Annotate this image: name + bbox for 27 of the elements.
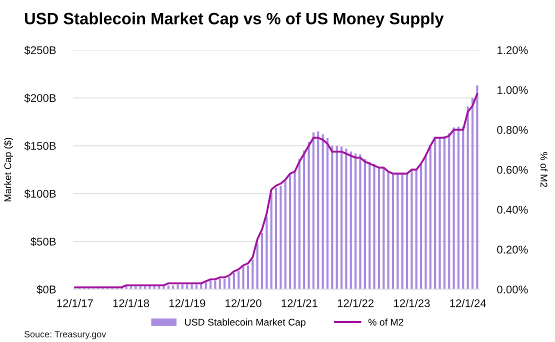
x-tick-label: 12/1/19 [169,299,206,308]
x-tick-label: 12/1/23 [394,299,430,308]
y-tick-label: $0B [36,285,56,294]
y-tick-label: $200B [24,94,56,103]
x-tick-label: 12/1/18 [113,299,150,308]
y-tick-label: $250B [24,46,56,55]
y2-tick-label: 0.40% [497,206,528,214]
y2-axis-title: % of M2 [540,152,548,187]
x-tick-label: 12/1/21 [282,299,318,308]
legend-label: % of M2 [368,318,404,326]
y2-tick-label: 0.80% [497,126,528,134]
chart-title: USD Stablecoin Market Cap vs % of US Money Supply [24,12,444,28]
x-tick-label: 12/1/24 [450,299,486,308]
x-tick-label: 12/1/22 [338,299,374,308]
y-tick-label: $100B [24,189,56,198]
y-axis-title: Market Cap ($) [4,138,14,202]
y2-tick-label: 0.60% [497,166,528,174]
text: Souce: Treasury.gov [24,331,106,340]
legend-label: USD Stablecoin Market Cap [185,318,306,328]
x-tick-label: 12/1/20 [226,299,262,308]
y-tick-label: $50B [30,237,56,246]
y-tick-label: $150B [24,142,56,151]
x-tick-label: 12/1/17 [57,299,93,308]
y2-tick-label: 0.20% [497,246,528,254]
y2-tick-label: 0.00% [497,286,528,294]
y2-tick-label: 1.00% [498,86,528,94]
y2-tick-label: 1.20% [498,46,528,54]
